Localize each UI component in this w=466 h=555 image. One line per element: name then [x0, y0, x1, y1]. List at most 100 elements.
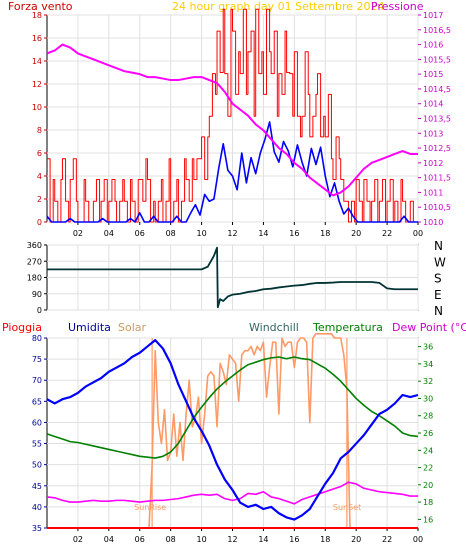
humidity-y-ticks: 35 40 45 50 55 60 65 70 75 80 — [32, 334, 47, 533]
pressure-y-ticks: 1010 1010,5 1011 1011,5 1012 1012,5 1013 1013,5… — [418, 11, 451, 227]
x-tick-label: 12 — [227, 229, 237, 238]
x-tick-label: 10 — [196, 229, 206, 238]
y-tick-label: 12 — [32, 80, 42, 89]
y2-tick-label: 22 — [423, 464, 433, 473]
wind-series-line — [47, 8, 417, 223]
y2-tick-label: 26 — [423, 429, 433, 438]
y2-tick-label: 1011 — [423, 188, 443, 197]
compass-label: W — [434, 255, 446, 269]
wind-x-ticks: 02 04 06 08 10 12 14 16 18 20 22 00 — [73, 222, 423, 238]
x-tick-label: 16 — [289, 229, 299, 238]
direction-panel-series — [47, 246, 418, 309]
x-tick-label: 20 — [351, 535, 361, 544]
x-tick-label: 04 — [104, 535, 114, 544]
x-tick-label: 06 — [135, 535, 145, 544]
y-tick-label: 8 — [37, 126, 42, 135]
solar-series-line — [148, 332, 351, 529]
direction-series-line — [47, 246, 418, 309]
solar-label: Solar — [118, 321, 147, 334]
y-tick-label: 55 — [32, 440, 42, 449]
temperature-label: Temperatura — [312, 321, 383, 334]
climate-x-ticks: 02 04 06 08 10 12 14 16 18 20 22 00 — [73, 528, 423, 544]
temperature-series-line — [46, 356, 419, 459]
sunset-label: SunSet — [333, 503, 361, 512]
y-tick-label: 2 — [37, 195, 42, 204]
y-tick-label: 0 — [37, 306, 42, 315]
y2-tick-label: 1010,5 — [423, 203, 451, 212]
compass-label: S — [434, 272, 442, 286]
compass-label: N — [434, 239, 443, 253]
wind-y-ticks: 0 2 4 6 8 10 12 14 16 18 — [32, 11, 47, 227]
y2-tick-label: 18 — [423, 498, 433, 507]
y2-tick-label: 1014,5 — [423, 85, 451, 94]
y-tick-label: 180 — [27, 274, 42, 283]
y-tick-label: 360 — [27, 241, 42, 250]
x-tick-label: 08 — [166, 229, 176, 238]
y-tick-label: 75 — [32, 355, 42, 364]
temperature-y-ticks: 16 18 20 22 24 26 28 30 32 34 36 — [418, 343, 433, 524]
y-tick-label: 40 — [32, 503, 42, 512]
wind-panel-series — [46, 8, 418, 223]
y2-tick-label: 1015,5 — [423, 55, 451, 64]
direction-panel-grid — [47, 244, 419, 311]
x-tick-label: 04 — [104, 229, 114, 238]
climate-panel-series — [46, 332, 419, 529]
y2-tick-label: 1015 — [423, 70, 443, 79]
x-tick-label: 06 — [135, 229, 145, 238]
y-tick-label: 18 — [32, 11, 42, 20]
y2-tick-label: 1017 — [423, 11, 443, 20]
y2-tick-label: 1013 — [423, 129, 443, 138]
compass-label: E — [434, 288, 442, 302]
y-tick-label: 0 — [37, 218, 42, 227]
gust-series-line — [46, 121, 418, 223]
x-tick-label: 22 — [382, 229, 392, 238]
x-tick-label: 10 — [196, 535, 206, 544]
y-tick-label: 14 — [32, 57, 42, 66]
windchill-label: Windchill — [249, 321, 299, 334]
x-tick-label: 14 — [258, 535, 268, 544]
y2-tick-label: 20 — [423, 481, 433, 490]
y2-tick-label: 1013,5 — [423, 115, 451, 124]
y2-tick-label: 1012,5 — [423, 144, 451, 153]
y2-tick-label: 1016,5 — [423, 26, 451, 35]
direction-y-ticks: 0 90 180 270 360 — [27, 241, 47, 315]
humidity-label: Umidita — [68, 321, 111, 334]
pressure-series-line — [46, 43, 418, 197]
x-tick-label: 12 — [227, 535, 237, 544]
rain-axis-label: Pioggia — [2, 321, 42, 334]
sunrise-label: SunRise — [134, 503, 166, 512]
y2-tick-label: 36 — [423, 343, 433, 352]
x-tick-label: 00 — [413, 535, 423, 544]
y2-tick-label: 1012 — [423, 159, 443, 168]
y-tick-label: 45 — [32, 482, 42, 491]
x-tick-label: 00 — [413, 229, 423, 238]
x-tick-label: 18 — [320, 535, 330, 544]
pressure-axis-label: Pressione — [371, 0, 424, 13]
x-tick-label: 02 — [73, 229, 83, 238]
y-tick-label: 80 — [32, 334, 42, 343]
y2-tick-label: 1011,5 — [423, 174, 451, 183]
y-tick-label: 50 — [32, 461, 42, 470]
y2-tick-label: 32 — [423, 377, 433, 386]
x-tick-label: 08 — [166, 535, 176, 544]
y2-tick-label: 16 — [423, 515, 433, 524]
y-tick-label: 10 — [32, 103, 42, 112]
x-tick-label: 14 — [258, 229, 268, 238]
y-tick-label: 90 — [32, 290, 42, 299]
y-tick-label: 270 — [27, 257, 42, 266]
y2-tick-label: 1014 — [423, 100, 443, 109]
x-tick-label: 16 — [289, 535, 299, 544]
y-tick-label: 65 — [32, 397, 42, 406]
x-tick-label: 20 — [351, 229, 361, 238]
x-tick-label: 18 — [320, 229, 330, 238]
y-tick-label: 4 — [37, 172, 42, 181]
x-tick-label: 22 — [382, 535, 392, 544]
y-tick-label: 70 — [32, 376, 42, 385]
chart-title: 24 hour graph day 01 Settembre 2024 — [172, 0, 385, 13]
y2-tick-label: 28 — [423, 412, 433, 421]
y2-tick-label: 34 — [423, 360, 433, 369]
y-tick-label: 6 — [37, 149, 42, 158]
